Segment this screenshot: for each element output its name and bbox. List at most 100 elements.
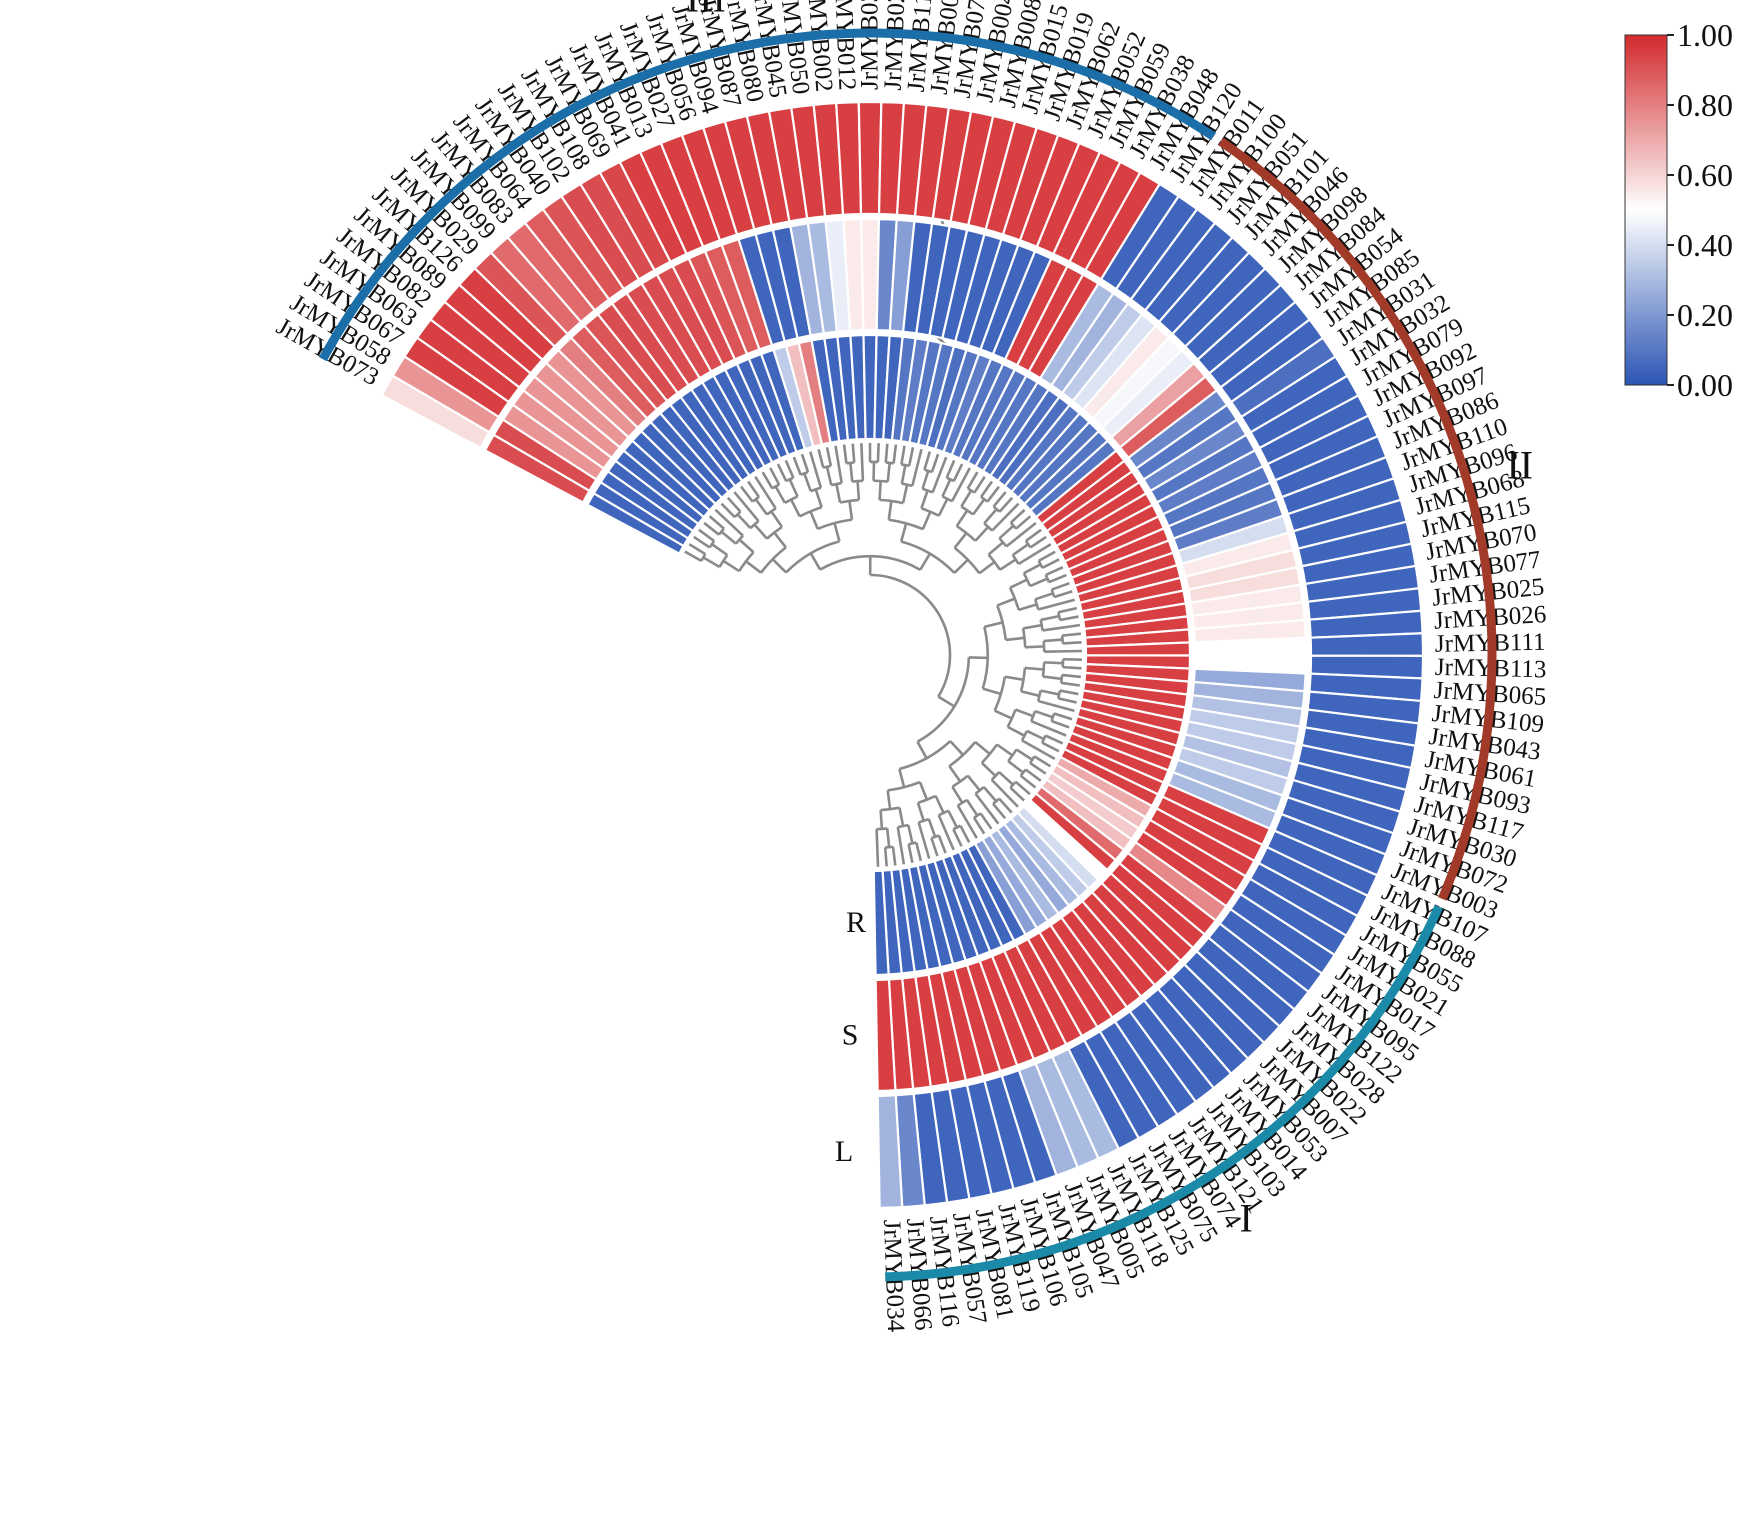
tree-branch [1018,603,1038,612]
tree-arc [931,834,940,840]
tree-branch [911,449,923,487]
tree-branch [1044,734,1064,745]
tree-arc [830,481,842,487]
tree-branch [952,828,963,847]
tree-arc [822,464,832,469]
tree-arc [1040,735,1047,744]
tree-branch [720,502,736,519]
tree-arc [738,551,755,572]
ring-labels: R S L [835,906,866,1168]
gene-label: JrMYB024 [880,0,912,91]
tree-branch [849,462,854,482]
tree-branch [834,445,843,484]
tree-branch [1041,741,1060,753]
tree-arc [1039,619,1044,631]
tree-branch [998,524,1015,540]
tree-branch [754,476,777,510]
tree-branch [891,846,897,866]
tree-branch [973,476,986,494]
tree-branch [886,462,891,482]
tree-arc [901,463,910,468]
tree-arc [899,740,952,771]
tree-branch [1042,623,1081,632]
tree-branch [774,485,786,504]
tree-branch [907,843,914,863]
tree-arc [1033,598,1040,610]
tree-branch [884,443,889,463]
tree-branch [842,444,848,464]
tree-arc [938,809,949,817]
tree-branch [1009,508,1026,524]
tree-branch [907,447,915,467]
tree-branch [875,829,880,867]
tree-branch [1062,665,1082,670]
tree-branch [1057,697,1077,704]
tree-arc [908,841,917,846]
tree-branch [1053,590,1073,599]
tree-branch [761,471,774,490]
colorbar-ticks: 1.00 0.80 0.60 0.40 0.20 0.00 [1667,17,1733,403]
tree-branch [982,786,998,803]
tree-arc [916,657,971,743]
tree-branch [1034,709,1054,719]
tree-arc [1057,611,1062,621]
tree-arc [1037,560,1044,569]
tree-branch [927,818,937,838]
tree-arc [1022,572,1032,587]
tree-branch [900,445,906,465]
tree-arc [819,554,921,572]
tree-branch [1021,739,1056,760]
tree-branch [883,847,888,867]
tree-branch [915,842,923,862]
tree-branch [950,467,971,502]
tree-branch [966,774,981,792]
tree-branch [937,695,956,708]
tree-branch [959,825,971,843]
tree-branch [809,510,819,530]
tree-branch [953,558,969,574]
tree-arc [957,798,968,807]
tree-branch [1007,760,1024,774]
heatmap-cell-L-JrMYB034 [876,1094,904,1210]
tree-arc [799,506,823,518]
tree-branch [698,528,715,543]
tree-arc [1036,690,1042,702]
tree-arc [956,524,977,542]
tree-arc [992,797,1000,805]
tree-branch [937,834,947,854]
tree-branch [966,471,979,490]
tree-branch [998,797,1013,814]
tree-branch [987,541,1004,556]
tree-branch [1023,563,1042,575]
tree-arc [1020,730,1029,742]
tree-branch [937,814,955,851]
tree-branch [1040,614,1060,622]
tree-arc [922,487,934,494]
tree-branch [770,510,784,528]
tree-arc [1019,667,1027,692]
tree-arc [990,771,1001,781]
tree-branch [825,447,833,467]
tree-branch [916,741,928,759]
tree-arc [1007,748,1018,762]
group-arc-III [318,28,1217,362]
tree-arc [996,605,1008,641]
tree-branch [931,456,948,493]
tree-branch [919,552,931,571]
tree-branch [1059,615,1079,622]
tree-branch [726,496,742,513]
tree-arc [901,482,913,488]
tree-branch [771,558,787,574]
tree-arc [888,518,924,531]
tree-branch [736,513,752,530]
tree-branch [1024,666,1044,671]
tree-branch [1015,708,1034,718]
tree-arc [785,476,794,483]
tree-branch [887,500,893,520]
tree-branch [920,490,929,509]
tree-branch [901,484,909,504]
tree-branch [1009,578,1028,589]
tree-branch [848,500,854,520]
tree-branch [1030,719,1067,737]
tree-branch [955,509,969,527]
